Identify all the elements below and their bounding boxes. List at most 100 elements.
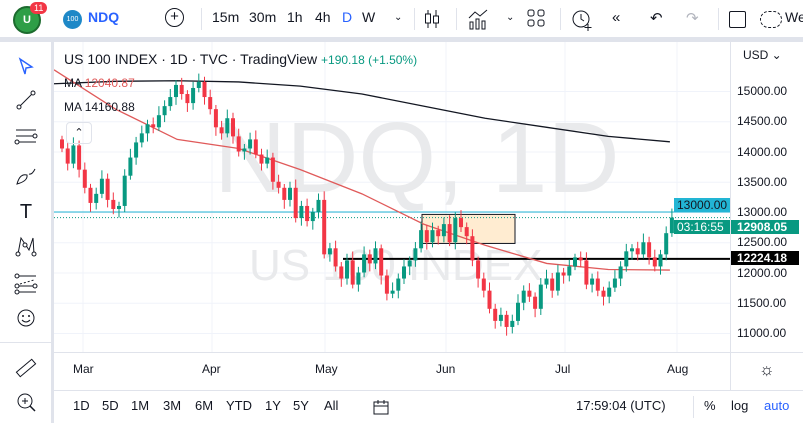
candle-body bbox=[555, 272, 560, 291]
log-scale-toggle[interactable]: log bbox=[731, 398, 749, 413]
interval-30m[interactable]: 30m bbox=[249, 9, 277, 25]
layouts-icon[interactable] bbox=[527, 9, 545, 27]
pattern-icon bbox=[15, 236, 37, 257]
interval-15m[interactable]: 15m bbox=[212, 9, 240, 25]
candle-body bbox=[424, 230, 429, 243]
interval-dropdown-icon[interactable]: ⌄ bbox=[394, 12, 403, 23]
candle-body bbox=[396, 278, 401, 291]
price-chart[interactable]: NDQ, 1D US 100 INDEX bbox=[54, 42, 803, 390]
candle-body bbox=[145, 124, 150, 134]
replay-icon[interactable]: « bbox=[612, 9, 621, 26]
drawing-toolbar: T bbox=[0, 42, 52, 423]
pattern-tool[interactable] bbox=[12, 232, 40, 260]
divider bbox=[560, 8, 561, 30]
price-tick: 12500.00 bbox=[737, 235, 788, 250]
interval-1h[interactable]: 1h bbox=[287, 9, 303, 25]
range-All[interactable]: All bbox=[324, 398, 339, 413]
candle-body bbox=[219, 127, 224, 134]
price-tick: 11000.00 bbox=[737, 326, 787, 340]
brush-tool[interactable] bbox=[12, 162, 40, 190]
candle-body bbox=[122, 175, 127, 206]
alert-clock-icon[interactable] bbox=[571, 7, 593, 31]
undo-icon[interactable]: ↶ bbox=[650, 10, 663, 27]
candle-body bbox=[77, 145, 82, 170]
candle-body bbox=[601, 290, 606, 297]
candle-body bbox=[669, 217, 674, 234]
candle-body bbox=[236, 136, 241, 152]
redo-icon[interactable]: ↷ bbox=[686, 10, 699, 27]
cursor-tool[interactable] bbox=[12, 52, 40, 80]
cloud-icon[interactable] bbox=[760, 11, 782, 28]
candles-chart-type-icon[interactable] bbox=[423, 9, 441, 29]
zoom-tool[interactable] bbox=[12, 388, 40, 416]
date-range-calendar-icon[interactable] bbox=[372, 398, 390, 416]
symbol-title: US 100 INDEX · 1D · TVC · TradingView bbox=[64, 51, 318, 67]
candle-body bbox=[584, 260, 589, 285]
candle-body bbox=[327, 248, 332, 255]
ma-legend-2[interactable]: MA 14160.88 bbox=[64, 100, 135, 114]
candle-body bbox=[305, 205, 310, 222]
ma-label: MA bbox=[64, 76, 82, 90]
range-3M[interactable]: 3M bbox=[163, 398, 182, 413]
candle-body bbox=[561, 272, 566, 276]
prediction-tool[interactable] bbox=[12, 270, 40, 298]
candle-body bbox=[265, 157, 270, 164]
candle-body bbox=[436, 230, 441, 237]
percent-scale-toggle[interactable]: % bbox=[704, 398, 716, 413]
currency-selector[interactable]: USD ⌄ bbox=[743, 48, 782, 62]
fib-tool[interactable] bbox=[12, 124, 40, 152]
ma-value: 14160.88 bbox=[84, 100, 135, 114]
price-tick: 15000.00 bbox=[737, 84, 788, 98]
clock-timezone[interactable]: 17:59:04 (UTC) bbox=[576, 398, 666, 413]
range-YTD[interactable]: YTD bbox=[226, 398, 252, 413]
candle-body bbox=[128, 157, 133, 176]
price-tick: 13500.00 bbox=[737, 174, 788, 189]
watchlist-name-text[interactable]: We bbox=[785, 9, 803, 25]
zoom-in-icon bbox=[17, 393, 36, 412]
range-5D[interactable]: 5D bbox=[102, 398, 119, 413]
candle-body bbox=[641, 242, 646, 255]
symbol-search-button[interactable]: NDQ bbox=[88, 9, 120, 25]
chart-pane[interactable]: NDQ, 1D US 100 INDEX US 100 INDEX · 1D · … bbox=[54, 42, 803, 423]
ma-legend-1[interactable]: MA 12040.87 bbox=[64, 76, 135, 90]
candle-body bbox=[441, 224, 446, 237]
interval-D[interactable]: D bbox=[342, 9, 353, 25]
divider bbox=[414, 8, 415, 30]
fullscreen-icon[interactable] bbox=[729, 11, 746, 28]
price-tick: 12000.00 bbox=[737, 265, 788, 280]
price-tick: 14500.00 bbox=[737, 114, 788, 129]
range-1D[interactable]: 1D bbox=[73, 398, 90, 413]
candle-body bbox=[453, 218, 458, 243]
range-6M[interactable]: 6M bbox=[195, 398, 214, 413]
trend-line-tool[interactable] bbox=[12, 86, 40, 114]
candle-body bbox=[595, 278, 600, 291]
currency-label: USD bbox=[743, 48, 769, 62]
indicators-dropdown-icon[interactable]: ⌄ bbox=[506, 12, 515, 23]
collapse-legend-button[interactable]: ⌃ bbox=[66, 122, 92, 144]
chart-settings-icon[interactable]: ☼ bbox=[759, 360, 775, 379]
candle-body bbox=[213, 109, 218, 128]
candle-body bbox=[430, 230, 435, 243]
icons-tool[interactable] bbox=[12, 304, 40, 332]
interval-W[interactable]: W bbox=[362, 9, 376, 25]
candle-body bbox=[516, 302, 520, 321]
interval-4h[interactable]: 4h bbox=[315, 9, 331, 25]
range-1Y[interactable]: 1Y bbox=[265, 398, 281, 413]
candle-body bbox=[544, 278, 549, 285]
range-5Y[interactable]: 5Y bbox=[293, 398, 309, 413]
candle-body bbox=[270, 157, 275, 182]
trend-line-icon bbox=[16, 90, 36, 110]
compare-add-icon[interactable]: + bbox=[165, 8, 184, 27]
watermark-symbol: NDQ, 1D bbox=[214, 102, 620, 214]
candle-body bbox=[253, 139, 258, 155]
candle-body bbox=[578, 257, 583, 261]
candle-body bbox=[339, 266, 344, 279]
brush-icon bbox=[16, 168, 36, 185]
range-1M[interactable]: 1M bbox=[131, 398, 150, 413]
text-tool[interactable]: T bbox=[12, 198, 40, 226]
smiley-icon bbox=[17, 309, 35, 327]
measure-tool[interactable] bbox=[12, 354, 40, 382]
auto-scale-toggle[interactable]: auto bbox=[764, 398, 790, 413]
candle-body bbox=[504, 314, 509, 327]
indicators-icon[interactable] bbox=[467, 8, 489, 30]
